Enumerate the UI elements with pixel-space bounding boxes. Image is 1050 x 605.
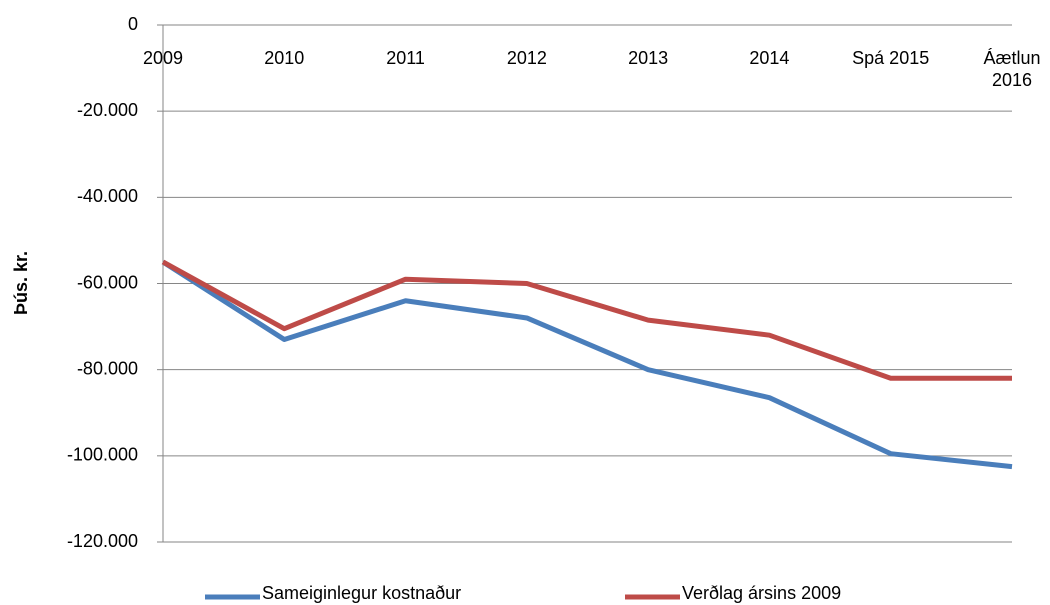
y-tick-label: -100.000	[67, 445, 138, 465]
y-tick-label: -40.000	[77, 186, 138, 206]
x-tick-label: 2012	[506, 48, 547, 68]
y-tick-label: 0	[128, 14, 138, 34]
x-tick-label: 2009	[142, 48, 184, 68]
y-tick-label: -120.000	[67, 531, 138, 551]
y-tick-label: -80.000	[77, 358, 138, 378]
y-axis-label: Þús. kr.	[11, 251, 31, 315]
y-tick-label: -60.000	[77, 272, 138, 292]
x-tick-label: Áætlun 2016	[983, 48, 1041, 90]
y-tick-label: -20.000	[77, 100, 138, 120]
x-tick-label: Spá 2015	[852, 48, 930, 68]
x-tick-label: 2011	[386, 48, 425, 68]
x-tick-label: 2014	[749, 48, 790, 68]
series-line	[161, 259, 1013, 470]
series-line	[161, 259, 1012, 381]
x-tick-label: 2010	[264, 48, 305, 68]
legend-label: Verðlag ársins 2009	[682, 583, 841, 603]
x-tick-label: 2013	[628, 48, 669, 68]
legend-label: Sameiginlegur kostnaður	[262, 583, 461, 603]
